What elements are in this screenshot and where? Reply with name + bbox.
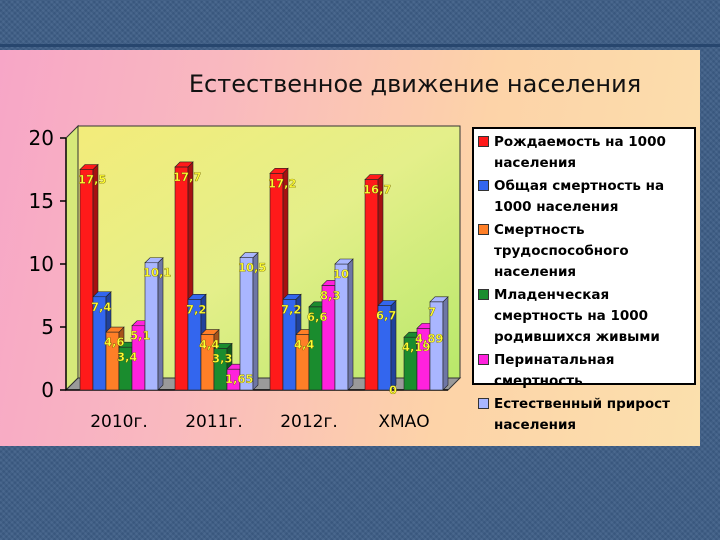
legend-swatch bbox=[478, 398, 489, 409]
legend-swatch bbox=[478, 289, 489, 300]
bar-top bbox=[187, 293, 207, 300]
legend-swatch bbox=[478, 180, 489, 191]
legend-item: Младенческая смертность на 1000 родивших… bbox=[478, 285, 690, 348]
legend-item: Перинатальная смертность bbox=[478, 350, 690, 392]
bar-top bbox=[174, 161, 194, 168]
data-label: 4,89 bbox=[415, 331, 443, 345]
data-label: 3,4 bbox=[117, 350, 137, 364]
y-tick-label: 10 bbox=[29, 252, 54, 276]
legend-label: Общая смертность на 1000 населения bbox=[494, 178, 665, 215]
data-label: 5,1 bbox=[130, 329, 150, 343]
bar bbox=[364, 179, 379, 391]
x-tick-label: 2011г. bbox=[185, 412, 243, 432]
bar-top bbox=[429, 296, 449, 303]
legend-item: Смертность трудоспособного населения bbox=[478, 220, 690, 283]
bar-top bbox=[377, 300, 397, 306]
bar bbox=[334, 263, 349, 391]
bar-top bbox=[79, 164, 99, 170]
legend-label: Смертность трудоспособного населения bbox=[494, 222, 629, 280]
bar bbox=[239, 257, 254, 391]
bar-top bbox=[282, 293, 302, 300]
data-label: 16,7 bbox=[363, 183, 391, 197]
legend-item: Естественный прирост населения bbox=[478, 394, 690, 436]
legend-swatch bbox=[478, 354, 489, 365]
bar bbox=[144, 262, 159, 391]
bar-top bbox=[92, 291, 112, 298]
data-label: 7,4 bbox=[91, 300, 111, 314]
data-label: 4,4 bbox=[294, 338, 314, 352]
bar-top bbox=[269, 167, 289, 174]
data-label: 6,6 bbox=[307, 310, 327, 324]
bar bbox=[79, 169, 94, 391]
data-label: 17,5 bbox=[78, 173, 106, 187]
data-label: 1,65 bbox=[225, 372, 253, 386]
data-label: 7 bbox=[428, 305, 436, 319]
legend-swatch bbox=[478, 224, 489, 235]
legend-label: Перинатальная смертность bbox=[494, 352, 615, 389]
data-label: 3,3 bbox=[212, 351, 232, 365]
plot-side-wall bbox=[65, 124, 79, 392]
y-tick-label: 15 bbox=[29, 189, 54, 213]
x-tick-label: 2010г. bbox=[90, 412, 148, 432]
bar-top bbox=[334, 258, 354, 265]
bar-top bbox=[200, 329, 220, 335]
x-tick-label: ХМАО bbox=[378, 412, 429, 432]
chart-legend: Рождаемость на 1000 населения Общая смерт… bbox=[472, 127, 696, 433]
bar-side bbox=[442, 296, 449, 391]
data-label: 4,6 bbox=[104, 335, 124, 349]
data-label: 7,2 bbox=[281, 302, 301, 316]
bar-top bbox=[105, 326, 125, 333]
legend-label: Младенческая смертность на 1000 родивших… bbox=[494, 287, 660, 345]
data-label: 10,1 bbox=[143, 266, 171, 280]
y-tick-label: 0 bbox=[41, 378, 54, 402]
top-divider bbox=[0, 44, 720, 47]
bar bbox=[269, 172, 284, 391]
data-label: 0 bbox=[389, 383, 397, 397]
data-label: 6,7 bbox=[376, 309, 396, 323]
data-label: 10 bbox=[333, 267, 349, 281]
y-tick-label: 20 bbox=[29, 126, 54, 150]
bar-top bbox=[144, 257, 164, 264]
x-tick-label: 2012г. bbox=[280, 412, 338, 432]
y-tick-label: 5 bbox=[41, 315, 54, 339]
data-label: 8,3 bbox=[320, 288, 340, 302]
legend-label: Рождаемость на 1000 населения bbox=[494, 134, 666, 171]
data-label: 17,7 bbox=[173, 170, 201, 184]
legend-swatch bbox=[478, 136, 489, 147]
legend-label: Естественный прирост населения bbox=[494, 396, 670, 433]
data-label: 10,5 bbox=[238, 261, 266, 275]
bar-top bbox=[239, 252, 259, 259]
data-label: 17,2 bbox=[268, 176, 296, 190]
data-label: 4,4 bbox=[199, 338, 219, 352]
bar-top bbox=[213, 343, 233, 349]
legend-item: Общая смертность на 1000 населения bbox=[478, 176, 690, 218]
legend-item: Рождаемость на 1000 населения bbox=[478, 132, 690, 174]
bar bbox=[174, 166, 189, 391]
chart-title: Естественное движение населения bbox=[188, 70, 642, 98]
data-label: 4,19 bbox=[402, 340, 430, 354]
bar-top bbox=[364, 174, 384, 180]
data-label: 7,2 bbox=[186, 302, 206, 316]
